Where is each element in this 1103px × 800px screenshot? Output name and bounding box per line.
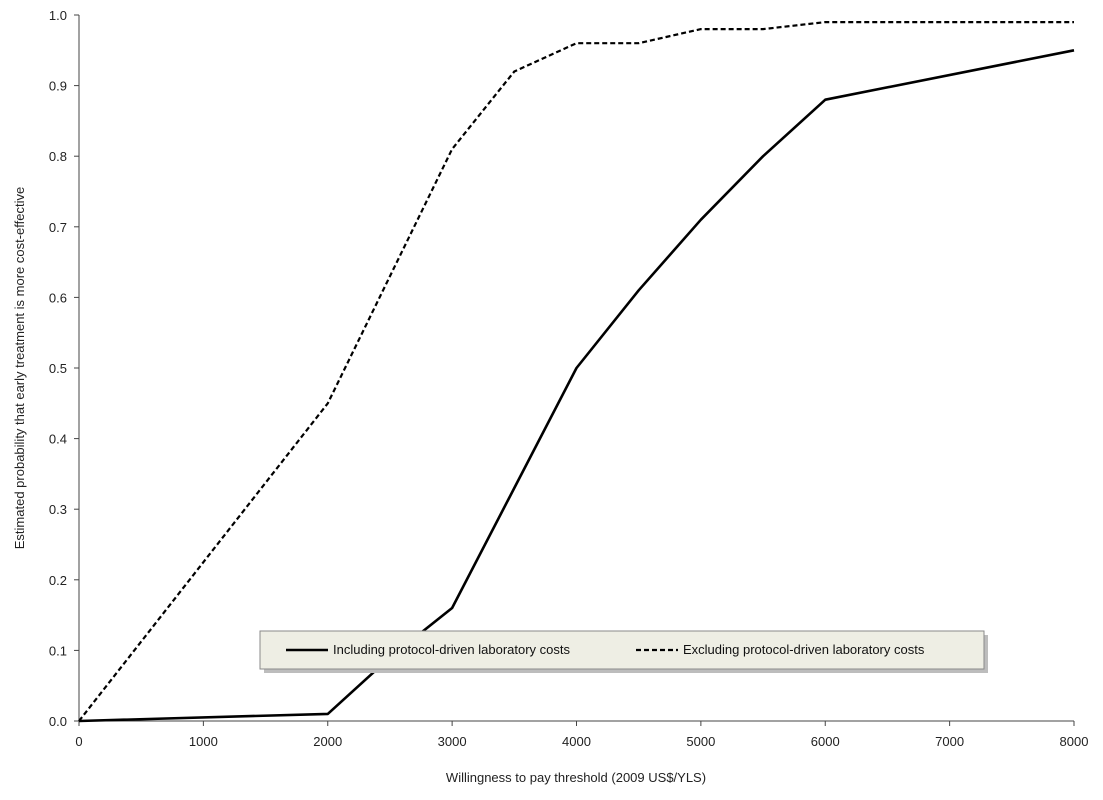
y-tick-label: 0.6 <box>49 290 67 305</box>
y-tick-label: 0.1 <box>49 643 67 658</box>
series-layer <box>78 21 1075 723</box>
series-line-excluding <box>78 21 1074 722</box>
y-tick-label: 0.4 <box>49 432 67 447</box>
x-ticks: 0 1000 2000 3000 4000 5000 6000 7000 8000 <box>75 721 1088 749</box>
y-tick-label: 0.0 <box>49 714 67 729</box>
x-tick-label: 5000 <box>686 734 715 749</box>
y-tick-label: 0.8 <box>49 149 67 164</box>
y-axis-title: Estimated probability that early treatme… <box>12 187 27 549</box>
x-tick-label: 8000 <box>1060 734 1089 749</box>
x-axis-title: Willingness to pay threshold (2009 US$/Y… <box>446 770 706 785</box>
y-tick-label: 0.3 <box>49 502 67 517</box>
y-ticks: 0.0 0.1 0.2 0.3 0.4 0.5 0.6 0.7 0.8 0.9 1.0 <box>49 8 79 729</box>
y-tick-label: 0.7 <box>49 220 67 235</box>
y-tick-label: 0.2 <box>49 573 67 588</box>
y-tick-label: 0.9 <box>49 79 67 94</box>
x-tick-label: 1000 <box>189 734 218 749</box>
legend-box <box>259 630 985 670</box>
series-line-including <box>78 49 1075 723</box>
y-tick-label: 1.0 <box>49 8 67 23</box>
x-tick-label: 0 <box>75 734 82 749</box>
x-tick-label: 3000 <box>438 734 467 749</box>
legend-label-excluding: Excluding protocol-driven laboratory cos… <box>683 642 925 657</box>
legend-label-including: Including protocol-driven laboratory cos… <box>333 642 571 657</box>
x-tick-label: 2000 <box>313 734 342 749</box>
x-tick-label: 4000 <box>562 734 591 749</box>
x-tick-label: 6000 <box>811 734 840 749</box>
y-tick-label: 0.5 <box>49 361 67 376</box>
x-tick-label: 7000 <box>935 734 964 749</box>
legend: Including protocol-driven laboratory cos… <box>259 630 988 673</box>
